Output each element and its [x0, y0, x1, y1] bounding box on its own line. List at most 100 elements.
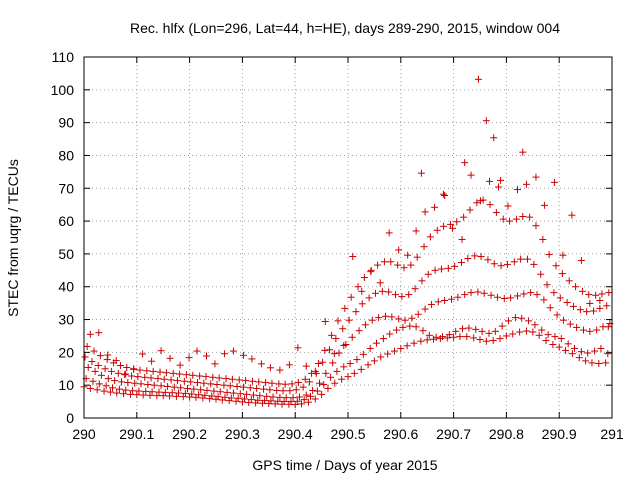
data-point	[566, 320, 574, 328]
data-point	[260, 385, 268, 393]
data-points	[80, 75, 614, 409]
data-point	[387, 258, 395, 266]
data-point	[404, 251, 412, 259]
data-point	[93, 386, 101, 394]
data-point	[602, 359, 610, 367]
data-point	[583, 308, 591, 316]
data-point	[239, 383, 247, 391]
data-point	[507, 294, 515, 302]
x-tick-label: 290.9	[542, 426, 577, 442]
data-point	[330, 350, 338, 358]
data-point	[273, 386, 281, 394]
data-point	[445, 331, 453, 339]
data-point	[332, 335, 340, 343]
data-point	[579, 326, 587, 334]
data-point	[535, 331, 543, 339]
data-point	[512, 215, 520, 223]
data-point	[220, 381, 228, 389]
data-point	[234, 394, 242, 402]
data-point	[484, 256, 492, 264]
data-point	[572, 283, 580, 291]
data-point	[407, 261, 415, 269]
data-point	[498, 322, 506, 330]
data-point	[549, 340, 557, 348]
data-point	[531, 321, 539, 329]
data-point	[167, 376, 175, 384]
data-point	[328, 331, 336, 339]
data-point	[533, 291, 541, 299]
data-point	[412, 227, 420, 235]
data-point	[214, 393, 222, 401]
data-point	[193, 347, 201, 355]
x-tick-label: 291	[600, 426, 624, 442]
data-point	[563, 298, 571, 306]
data-point	[131, 379, 139, 387]
data-point	[281, 380, 289, 388]
data-point	[276, 393, 284, 401]
data-point	[339, 325, 347, 333]
data-point	[113, 389, 121, 397]
data-point	[216, 388, 224, 396]
y-tick-label: 20	[58, 344, 74, 360]
data-point	[261, 397, 269, 405]
data-point	[458, 235, 466, 243]
data-point	[304, 398, 312, 406]
data-point	[215, 374, 223, 382]
data-point	[202, 373, 210, 381]
data-point	[367, 268, 375, 276]
data-point	[358, 287, 366, 295]
data-point	[518, 314, 526, 322]
data-point	[530, 260, 538, 268]
data-point	[201, 391, 209, 399]
data-point	[350, 369, 358, 377]
data-point	[209, 373, 217, 381]
data-point	[86, 384, 94, 392]
data-point	[267, 397, 275, 405]
data-point	[166, 354, 174, 362]
data-point	[380, 258, 388, 266]
data-point	[510, 258, 518, 266]
data-point	[126, 390, 134, 398]
data-point	[211, 360, 219, 368]
data-point	[487, 291, 495, 299]
data-point	[527, 289, 535, 297]
data-point	[321, 318, 329, 326]
data-point	[568, 350, 576, 358]
data-point	[275, 380, 283, 388]
data-point	[447, 295, 455, 303]
data-point	[141, 373, 149, 381]
data-point	[360, 274, 368, 282]
data-point	[169, 369, 177, 377]
data-point	[101, 365, 109, 373]
data-point	[249, 391, 257, 399]
data-point	[500, 295, 508, 303]
data-point	[257, 360, 265, 368]
x-tick-label: 290.3	[225, 426, 260, 442]
data-point	[361, 321, 369, 329]
data-point	[300, 396, 308, 404]
data-point	[116, 361, 124, 369]
data-point	[146, 391, 154, 399]
data-point	[364, 361, 372, 369]
data-point	[112, 357, 120, 365]
data-point	[122, 386, 130, 394]
data-point	[513, 292, 521, 300]
data-point	[592, 291, 600, 299]
data-point	[189, 371, 197, 379]
data-point	[327, 373, 335, 381]
y-tick-label: 40	[58, 279, 74, 295]
data-point	[349, 253, 357, 261]
data-point	[588, 359, 596, 367]
data-point	[222, 375, 230, 383]
data-point	[268, 379, 276, 387]
data-point	[571, 344, 579, 352]
data-point	[482, 117, 490, 125]
data-point	[294, 379, 302, 387]
data-point	[465, 324, 473, 332]
data-point	[519, 212, 527, 220]
data-point	[309, 386, 317, 394]
data-point	[176, 370, 184, 378]
data-point	[181, 389, 189, 397]
data-point	[593, 326, 601, 334]
data-point	[434, 298, 442, 306]
